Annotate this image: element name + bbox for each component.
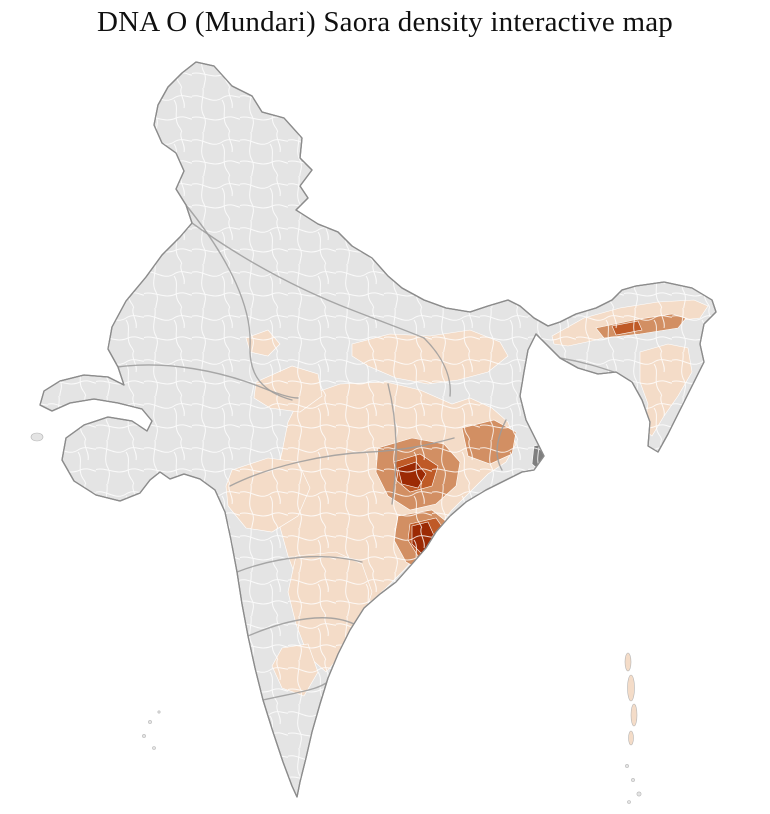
nicobar-islet <box>625 764 629 768</box>
nicobar-islet <box>631 778 635 782</box>
andaman-island[interactable] <box>627 674 635 702</box>
andaman-nicobar-islands[interactable] <box>624 652 642 804</box>
india-coastline-outline <box>39 61 717 798</box>
lakshadweep-islet <box>157 710 161 714</box>
state-border-line <box>423 337 451 397</box>
state-border-line <box>496 419 507 471</box>
district-borders-texture <box>40 62 716 797</box>
lakshadweep-islands <box>142 710 161 750</box>
state-border-line <box>247 617 355 637</box>
state-border-line <box>559 357 615 373</box>
state-border-line <box>117 364 299 399</box>
region-tamil-nadu-patch[interactable] <box>327 695 363 745</box>
kutch-islet <box>30 432 44 442</box>
lakshadweep-islet <box>148 720 152 724</box>
state-border-line <box>229 437 455 487</box>
lakshadweep-islet <box>152 746 156 750</box>
state-border-line <box>191 222 425 339</box>
andaman-island[interactable] <box>624 652 632 672</box>
andaman-island[interactable] <box>630 703 638 727</box>
page-title: DNA O (Mundari) Saora density interactiv… <box>97 6 673 38</box>
state-border-line <box>236 555 363 573</box>
state-border-line <box>387 383 397 505</box>
state-border-line <box>185 204 293 401</box>
nicobar-islet <box>636 791 642 797</box>
andaman-island[interactable] <box>628 730 634 746</box>
nicobar-islet <box>627 800 631 804</box>
lakshadweep-islet <box>142 734 146 738</box>
state-borders <box>117 204 615 701</box>
